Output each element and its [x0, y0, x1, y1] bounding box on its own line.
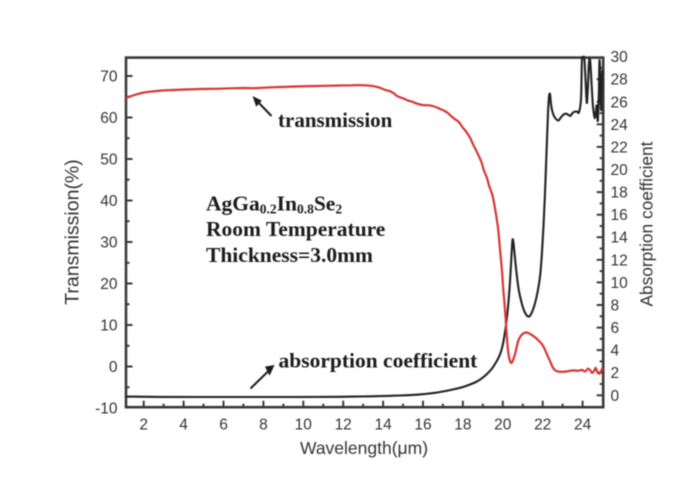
svg-text:26: 26: [611, 94, 628, 111]
svg-text:60: 60: [100, 110, 118, 127]
svg-text:20: 20: [494, 417, 512, 434]
svg-text:50: 50: [100, 152, 118, 169]
svg-text:20: 20: [100, 276, 118, 293]
svg-text:22: 22: [534, 417, 551, 434]
svg-text:transmission: transmission: [278, 108, 393, 132]
svg-text:20: 20: [611, 162, 629, 179]
svg-text:4: 4: [179, 417, 188, 434]
svg-text:16: 16: [414, 417, 431, 434]
svg-text:8: 8: [259, 417, 268, 434]
svg-text:Transmission(%): Transmission(%): [62, 159, 84, 305]
svg-text:absorption coefficient: absorption coefficient: [279, 349, 479, 373]
svg-text:12: 12: [611, 252, 628, 269]
svg-text:22: 22: [611, 139, 628, 156]
svg-text:6: 6: [611, 320, 620, 337]
svg-text:16: 16: [611, 207, 628, 224]
svg-text:18: 18: [454, 417, 471, 434]
svg-text:Room Temperature: Room Temperature: [206, 217, 385, 241]
svg-text:6: 6: [219, 417, 228, 434]
svg-text:2: 2: [139, 417, 148, 434]
svg-text:0: 0: [109, 359, 118, 376]
svg-text:30: 30: [611, 49, 629, 66]
svg-text:8: 8: [611, 298, 620, 315]
svg-text:70: 70: [100, 69, 118, 86]
svg-text:12: 12: [335, 417, 352, 434]
svg-text:24: 24: [611, 117, 629, 134]
svg-text:18: 18: [611, 185, 628, 202]
svg-text:2: 2: [611, 365, 620, 382]
svg-text:10: 10: [295, 417, 313, 434]
svg-text:Thickness=3.0mm: Thickness=3.0mm: [206, 243, 373, 267]
svg-text:-10: -10: [95, 401, 118, 418]
svg-text:14: 14: [374, 417, 392, 434]
svg-text:Absorption coefficient: Absorption coefficient: [637, 141, 657, 306]
svg-text:24: 24: [574, 417, 592, 434]
svg-text:10: 10: [100, 318, 118, 335]
svg-text:28: 28: [611, 72, 628, 89]
svg-text:14: 14: [611, 230, 629, 247]
svg-text:0: 0: [611, 388, 620, 405]
svg-text:4: 4: [611, 343, 620, 360]
svg-text:Wavelength(μm): Wavelength(μm): [300, 438, 428, 458]
svg-text:30: 30: [100, 235, 118, 252]
svg-text:10: 10: [611, 275, 629, 292]
svg-text:40: 40: [100, 193, 118, 210]
